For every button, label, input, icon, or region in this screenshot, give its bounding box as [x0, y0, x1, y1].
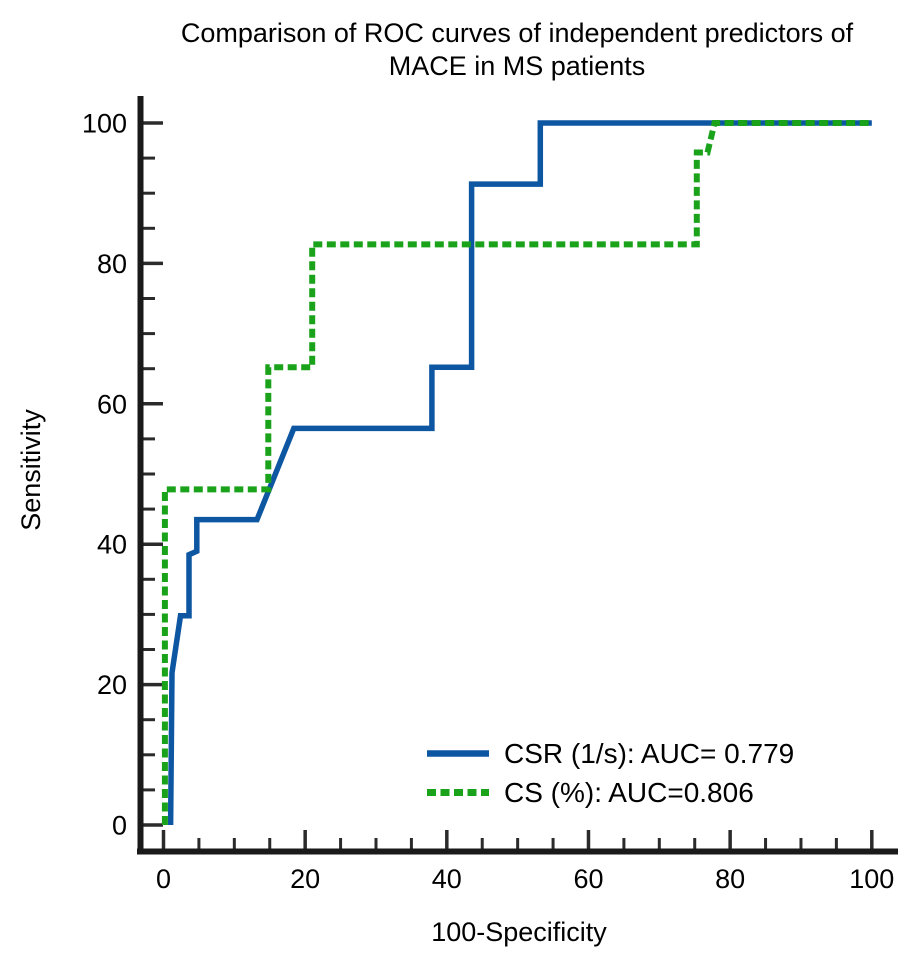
x-tick-label: 100: [849, 864, 894, 894]
axis-ticks: [142, 121, 874, 850]
y-tick-label: 0: [112, 811, 127, 841]
x-axis-label: 100-Specificity: [431, 917, 607, 947]
roc-curve-cs: [161, 120, 872, 825]
y-tick-label: 40: [97, 530, 127, 560]
roc-curve-csr: [167, 120, 872, 826]
y-tick-label: 80: [97, 249, 127, 279]
legend: CSR (1/s): AUC= 0.779 CS (%): AUC=0.806: [427, 738, 794, 808]
x-tick-label: 20: [290, 864, 320, 894]
y-axis-label: Sensitivity: [16, 409, 46, 531]
legend-label-cs: CS (%): AUC=0.806: [504, 777, 754, 808]
y-tick-label: 20: [97, 670, 127, 700]
y-tick-label: 100: [82, 109, 127, 139]
x-tick-label: 80: [715, 864, 745, 894]
y-tick-label: 60: [97, 389, 127, 419]
chart-title-line1: Comparison of ROC curves of independent …: [181, 18, 854, 48]
x-tick-label: 0: [156, 864, 171, 894]
y-tick-labels: 0 20 40 60 80 100: [82, 109, 127, 841]
legend-label-csr: CSR (1/s): AUC= 0.779: [504, 738, 794, 769]
x-tick-label: 40: [432, 864, 462, 894]
chart-title-line2: MACE in MS patients: [389, 51, 646, 81]
x-tick-label: 60: [573, 864, 603, 894]
x-tick-labels: 0 20 40 60 80 100: [156, 864, 894, 894]
roc-curves: [161, 120, 872, 826]
